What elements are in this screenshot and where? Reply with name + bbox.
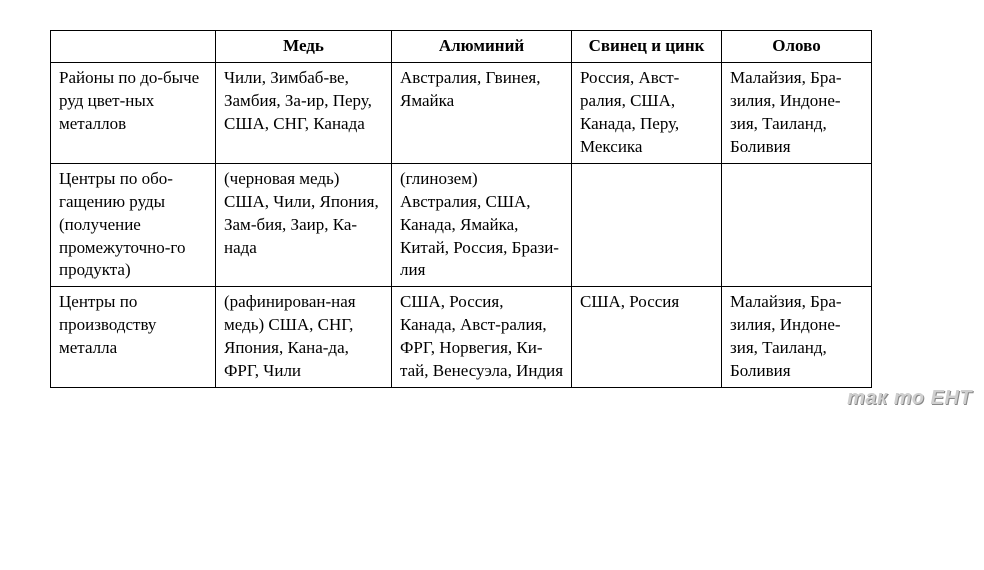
header-aluminum: Алюминий	[392, 31, 572, 63]
cell-copper: Чили, Зимбаб-ве, Замбия, За-ир, Перу, СШ…	[216, 62, 392, 163]
cell-tin: Малайзия, Бра-зилия, Индоне-зия, Таиланд…	[722, 62, 872, 163]
cell-tin	[722, 163, 872, 287]
table-header-row: Медь Алюминий Свинец и цинк Олово	[51, 31, 872, 63]
header-copper: Медь	[216, 31, 392, 63]
metals-production-table: Медь Алюминий Свинец и цинк Олово Районы…	[50, 30, 872, 388]
cell-tin: Малайзия, Бра-зилия, Индоне-зия, Таиланд…	[722, 287, 872, 388]
watermark-text: так то ЕНТ	[847, 387, 972, 410]
table-row: Районы по до-быче руд цвет-ных металлов …	[51, 62, 872, 163]
header-tin: Олово	[722, 31, 872, 63]
cell-leadzinc	[572, 163, 722, 287]
cell-aluminum: Австралия, Гвинея, Ямайка	[392, 62, 572, 163]
cell-copper: (рафинирован-ная медь) США, СНГ, Япония,…	[216, 287, 392, 388]
row-label: Центры по обо-гащению руды (получение пр…	[51, 163, 216, 287]
table-row: Центры по обо-гащению руды (получение пр…	[51, 163, 872, 287]
cell-aluminum: (глинозем) Австралия, США, Канада, Ямайк…	[392, 163, 572, 287]
header-leadzinc: Свинец и цинк	[572, 31, 722, 63]
header-blank	[51, 31, 216, 63]
row-label: Районы по до-быче руд цвет-ных металлов	[51, 62, 216, 163]
cell-aluminum: США, Россия, Канада, Авст-ралия, ФРГ, Но…	[392, 287, 572, 388]
table-row: Центры по производству металла (рафиниро…	[51, 287, 872, 388]
cell-copper: (черновая медь) США, Чили, Япония, Зам-б…	[216, 163, 392, 287]
row-label: Центры по производству металла	[51, 287, 216, 388]
cell-leadzinc: Россия, Авст-ралия, США, Канада, Перу, М…	[572, 62, 722, 163]
cell-leadzinc: США, Россия	[572, 287, 722, 388]
